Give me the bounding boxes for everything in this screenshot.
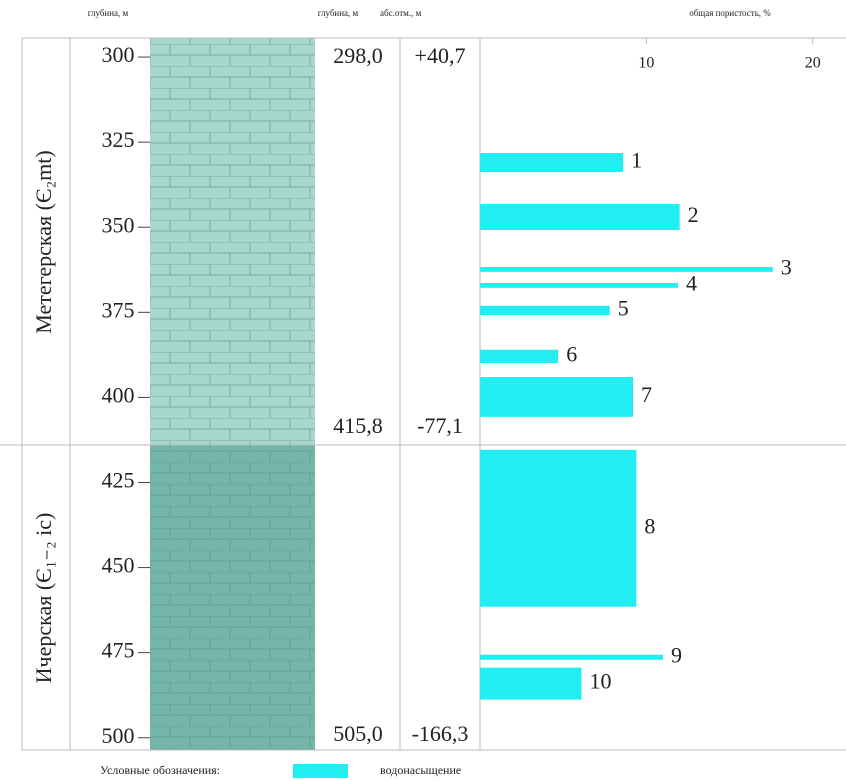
y-tick-label: 300 <box>102 42 135 67</box>
legend-swatch <box>293 764 348 778</box>
y-tick-label: 450 <box>102 553 135 578</box>
bar <box>480 654 663 660</box>
bar-label: 9 <box>671 642 682 667</box>
depth-header: глубина, м <box>88 8 129 18</box>
bar-label: 10 <box>589 669 611 694</box>
formation-label: Метегерская (Є₂mt) <box>31 150 56 334</box>
bar-label: 6 <box>566 341 577 366</box>
bar-label: 4 <box>686 270 697 295</box>
bar <box>480 449 637 607</box>
bar-label: 5 <box>618 295 629 320</box>
marker-depth: 298,0 <box>333 43 383 68</box>
y-tick-label: 425 <box>102 468 135 493</box>
marker-elevation: -77,1 <box>417 413 463 438</box>
bar-label: 2 <box>688 202 699 227</box>
legend-title: Условные обозначения: <box>100 763 220 777</box>
marker-depth: 415,8 <box>333 413 383 438</box>
bar <box>480 305 610 316</box>
legend-item: водонасыщение <box>380 763 461 777</box>
depth-header-2: глубина, м <box>318 8 359 18</box>
y-tick-label: 400 <box>102 382 135 407</box>
chart-title: общая пористость, % <box>689 8 771 18</box>
marker-depth: 505,0 <box>333 721 383 746</box>
x-tick-label: 20 <box>805 55 821 72</box>
bar <box>480 349 559 364</box>
x-tick-label: 10 <box>638 55 654 72</box>
table-frame <box>0 37 846 751</box>
bar <box>480 283 678 288</box>
lithology-pattern <box>150 38 315 750</box>
bar <box>480 153 624 173</box>
elevation-header: абс.отм., м <box>380 8 422 18</box>
bar-label: 7 <box>641 382 652 407</box>
bar <box>480 204 680 230</box>
bar-label: 1 <box>631 148 642 173</box>
marker-elevation: +40,7 <box>415 43 466 68</box>
y-tick-label: 500 <box>102 723 135 748</box>
y-tick-label: 375 <box>102 297 135 322</box>
bar <box>480 667 582 700</box>
formation-label: Ичерская (Є₁₋₂ ic) <box>31 513 56 684</box>
y-tick-label: 350 <box>102 212 135 237</box>
bar <box>480 376 634 417</box>
bar-label: 3 <box>781 254 792 279</box>
bar-label: 8 <box>644 513 655 538</box>
marker-elevation: -166,3 <box>412 721 469 746</box>
y-tick-label: 475 <box>102 638 135 663</box>
y-tick-label: 325 <box>102 127 135 152</box>
bar <box>480 267 773 272</box>
